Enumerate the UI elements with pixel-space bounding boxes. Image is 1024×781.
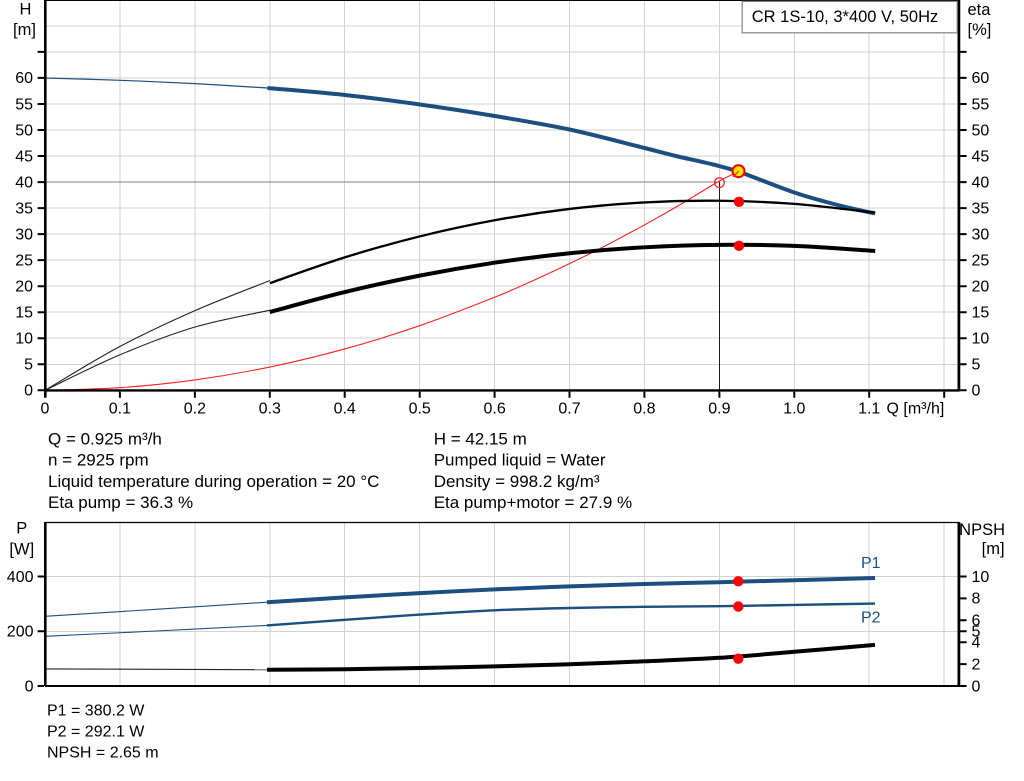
- svg-text:20: 20: [15, 279, 33, 296]
- svg-text:0: 0: [972, 678, 981, 695]
- svg-text:50: 50: [15, 122, 33, 139]
- svg-text:0.1: 0.1: [109, 400, 131, 417]
- svg-text:8: 8: [972, 591, 981, 608]
- svg-text:Eta pump = 36.3 %: Eta pump = 36.3 %: [48, 493, 193, 512]
- svg-text:NPSH = 2.65 m: NPSH = 2.65 m: [47, 745, 159, 762]
- svg-text:CR 1S-10, 3*400 V, 50Hz: CR 1S-10, 3*400 V, 50Hz: [752, 8, 939, 26]
- svg-text:H = 42.15 m: H = 42.15 m: [434, 430, 527, 449]
- svg-text:0: 0: [25, 678, 34, 695]
- svg-text:60: 60: [15, 70, 33, 87]
- svg-text:0.8: 0.8: [633, 400, 655, 417]
- svg-text:0: 0: [972, 383, 981, 400]
- svg-text:[m]: [m]: [982, 540, 1005, 558]
- svg-text:[W]: [W]: [9, 541, 34, 559]
- svg-text:eta: eta: [968, 1, 992, 19]
- svg-text:400: 400: [7, 569, 34, 586]
- svg-text:Eta pump+motor = 27.9 %: Eta pump+motor = 27.9 %: [434, 493, 632, 512]
- svg-text:P2: P2: [861, 610, 881, 627]
- svg-text:H: H: [20, 1, 32, 19]
- svg-text:10: 10: [972, 331, 990, 348]
- svg-text:Density = 998.2 kg/m³: Density = 998.2 kg/m³: [434, 472, 600, 491]
- svg-text:35: 35: [972, 200, 990, 217]
- svg-text:200: 200: [7, 624, 34, 641]
- svg-text:45: 45: [972, 148, 990, 165]
- svg-text:40: 40: [15, 174, 33, 191]
- svg-text:15: 15: [972, 305, 990, 322]
- svg-text:55: 55: [15, 96, 33, 113]
- svg-text:P1 = 380.2 W: P1 = 380.2 W: [47, 703, 145, 720]
- svg-text:5: 5: [972, 357, 981, 374]
- svg-text:[m]: [m]: [13, 21, 36, 39]
- svg-text:n = 2925 rpm: n = 2925 rpm: [48, 451, 149, 470]
- svg-text:10: 10: [972, 569, 990, 586]
- svg-text:45: 45: [15, 148, 33, 165]
- svg-text:55: 55: [972, 96, 990, 113]
- svg-text:2: 2: [972, 656, 981, 673]
- svg-text:50: 50: [972, 122, 990, 139]
- svg-text:0: 0: [41, 400, 50, 417]
- svg-text:4: 4: [972, 635, 981, 652]
- svg-text:P2 = 292.1 W: P2 = 292.1 W: [47, 724, 145, 741]
- svg-text:15: 15: [15, 305, 33, 322]
- svg-text:Liquid temperature during oper: Liquid temperature during operation = 20…: [48, 472, 379, 491]
- svg-text:0.7: 0.7: [558, 400, 580, 417]
- svg-text:5: 5: [972, 624, 981, 641]
- svg-text:0.4: 0.4: [334, 400, 356, 417]
- svg-text:0.5: 0.5: [409, 400, 431, 417]
- svg-text:5: 5: [24, 357, 33, 374]
- svg-text:6: 6: [972, 613, 981, 630]
- svg-text:30: 30: [15, 226, 33, 243]
- svg-text:1.1: 1.1: [858, 400, 880, 417]
- svg-text:25: 25: [972, 252, 990, 269]
- svg-text:1.0: 1.0: [783, 400, 805, 417]
- svg-text:Pumped liquid = Water: Pumped liquid = Water: [434, 451, 606, 470]
- svg-text:[%]: [%]: [968, 21, 992, 39]
- svg-text:35: 35: [15, 200, 33, 217]
- svg-text:30: 30: [972, 226, 990, 243]
- svg-text:P1: P1: [861, 555, 881, 572]
- svg-text:40: 40: [972, 174, 990, 191]
- svg-text:60: 60: [972, 70, 990, 87]
- svg-text:0: 0: [24, 383, 33, 400]
- svg-text:NPSH: NPSH: [959, 521, 1005, 539]
- svg-text:0.9: 0.9: [708, 400, 730, 417]
- svg-text:25: 25: [15, 252, 33, 269]
- svg-text:P: P: [16, 520, 27, 538]
- svg-text:0.2: 0.2: [184, 400, 206, 417]
- svg-text:20: 20: [972, 279, 990, 296]
- svg-text:0.3: 0.3: [259, 400, 281, 417]
- svg-text:0.6: 0.6: [483, 400, 505, 417]
- svg-text:10: 10: [15, 331, 33, 348]
- svg-text:Q = 0.925 m³/h: Q = 0.925 m³/h: [48, 430, 162, 449]
- svg-text:Q [m³/h]: Q [m³/h]: [887, 400, 945, 417]
